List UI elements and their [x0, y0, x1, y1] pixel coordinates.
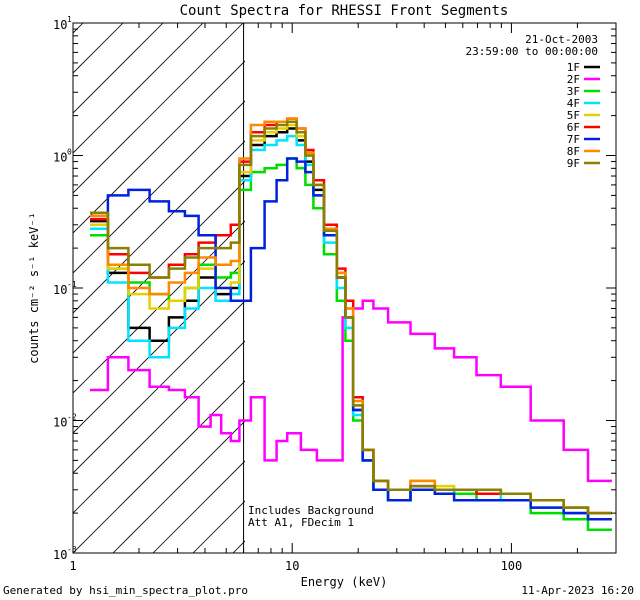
legend-label-9F: 9F [567, 157, 580, 170]
y-tick-exponent: -2 [67, 413, 77, 422]
legend-label-5F: 5F [567, 109, 580, 122]
time-range-label: 23:59:00 to 00:00:00 [466, 45, 598, 58]
hatch-line [73, 220, 245, 394]
hatch-line [152, 460, 245, 553]
x-tick-label: 1 [69, 559, 76, 573]
legend-label-4F: 4F [567, 97, 580, 110]
legend-label-7F: 7F [567, 133, 580, 146]
y-tick-label: 10 [53, 416, 67, 430]
y-tick-label: 10 [53, 283, 67, 297]
hatch-line [73, 23, 244, 194]
x-tick-label: 10 [285, 559, 299, 573]
x-axis-label: Energy (keV) [301, 575, 388, 589]
annotation-attenuator: Att A1, FDecim 1 [248, 516, 354, 529]
y-tick-exponent: 1 [67, 15, 72, 24]
hatch-line [73, 140, 245, 314]
legend-label-3F: 3F [567, 85, 580, 98]
hatch-line [73, 300, 245, 474]
hatch-line [73, 23, 204, 154]
hatch-line [73, 100, 245, 274]
legend-label-6F: 6F [567, 121, 580, 134]
axis-ticks [72, 23, 617, 554]
y-tick-exponent: -3 [67, 545, 77, 554]
hatch-line [73, 23, 164, 114]
series-1F [90, 127, 612, 521]
y-tick-label: 10 [53, 18, 67, 32]
hatch-line [112, 420, 245, 553]
footer-timestamp: 11-Apr-2023 16:20 [521, 584, 634, 597]
legend-label-8F: 8F [567, 145, 580, 158]
annotation-background: Includes Background [248, 504, 374, 517]
series-9F [90, 120, 612, 515]
x-tick-label: 100 [501, 559, 523, 573]
legend-label-2F: 2F [567, 73, 580, 86]
y-tick-label: 10 [53, 548, 67, 562]
excluded-energy-hatch [73, 23, 245, 553]
hatch-line [73, 340, 245, 514]
footer-generated-by: Generated by hsi_min_spectra_plot.pro [3, 584, 249, 597]
series-group [90, 117, 612, 531]
hatch-line [73, 60, 245, 234]
y-tick-label: 10 [53, 151, 67, 165]
y-tick-exponent: -1 [67, 280, 77, 289]
y-axis-label: counts cm⁻² s⁻¹ keV⁻¹ [27, 212, 41, 364]
date-label: 21-Oct-2003 [525, 33, 598, 46]
hatch-line [73, 380, 245, 553]
legend-label-1F: 1F [567, 61, 580, 74]
y-tick-exponent: 0 [67, 148, 72, 157]
series-2F [90, 299, 612, 483]
chart-title: Count Spectra for RHESSI Front Segments [180, 3, 509, 19]
series-4F [90, 134, 612, 521]
